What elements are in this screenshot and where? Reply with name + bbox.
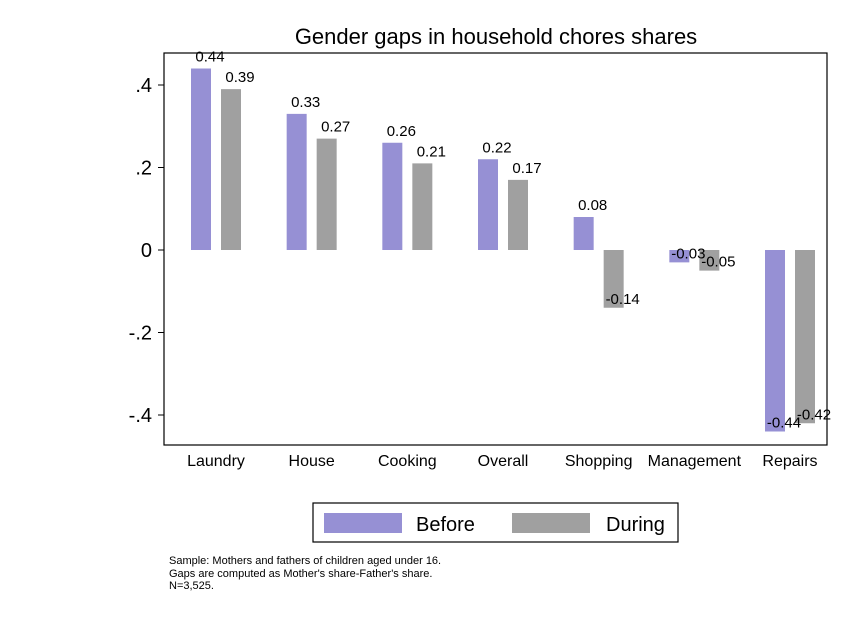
data-label-before: 0.22 [482, 139, 511, 156]
legend-swatch-during [512, 513, 590, 533]
bar-during [699, 250, 720, 271]
bar-before [478, 159, 498, 250]
bar-before [765, 250, 785, 432]
bars [191, 68, 815, 432]
legend-label-during: During [606, 514, 665, 536]
y-tick-label: -.4 [129, 405, 152, 427]
y-tick-label: 0 [141, 240, 152, 262]
x-tick-label: Shopping [565, 453, 633, 470]
data-label-before: -0.44 [767, 415, 801, 432]
y-tick-label: -.2 [129, 323, 152, 345]
x-tick-label: Repairs [762, 453, 817, 470]
data-label-before: 0.44 [195, 49, 224, 66]
legend-swatch-before [324, 513, 402, 533]
bar-before [669, 250, 690, 263]
note-gap-definition: Gaps are computed as Mother's share-Fath… [169, 567, 433, 580]
data-label-during: -0.05 [701, 254, 735, 271]
note-sample: Sample: Mothers and fathers of children … [169, 555, 442, 567]
x-tick-label: Laundry [187, 453, 245, 470]
legend-label-before: Before [416, 514, 475, 536]
x-axis-labels: Laundry House Cooking Overall Shopping Manage… [187, 453, 817, 470]
y-tick-label: .2 [135, 158, 152, 180]
data-label-during: 0.17 [512, 160, 541, 177]
y-tick-label: .4 [135, 75, 152, 97]
bar-before [573, 217, 594, 250]
legend-frame [312, 502, 679, 543]
bar-during [508, 179, 528, 250]
note-sample-size: N=3,525. [169, 580, 214, 592]
data-label-during: 0.27 [321, 119, 350, 136]
bar-before [191, 68, 211, 250]
plot-frame [163, 52, 828, 446]
bar-during [221, 89, 241, 250]
bar-during [412, 163, 433, 250]
x-tick-label: Overall [478, 453, 529, 470]
bar-labels: 0.440.39 0.330.27 0.260.21 0.220.17 0.08 -0.1… [195, 49, 831, 432]
data-label-during: 0.21 [417, 143, 446, 160]
data-label-before: 0.33 [291, 94, 320, 111]
chart-title: Gender gaps in household chores shares [295, 24, 697, 49]
data-label-during: 0.39 [225, 69, 254, 86]
bar-during [795, 250, 815, 424]
bar-before [382, 142, 403, 250]
data-label-during: -0.42 [797, 406, 831, 423]
data-label-before: 0.08 [578, 197, 607, 214]
bar-before [286, 113, 307, 250]
y-axis: .4 .2 0 -.2 -.4 [129, 75, 164, 427]
x-tick-label: House [289, 453, 335, 470]
x-tick-label: Management [648, 453, 742, 470]
data-label-before: -0.03 [671, 245, 705, 262]
bar-during [603, 250, 624, 308]
bar-during [316, 138, 337, 250]
x-tick-label: Cooking [378, 453, 437, 470]
data-label-before: 0.26 [387, 123, 416, 140]
data-label-during: -0.14 [606, 291, 640, 308]
legend: Before During [312, 502, 679, 543]
